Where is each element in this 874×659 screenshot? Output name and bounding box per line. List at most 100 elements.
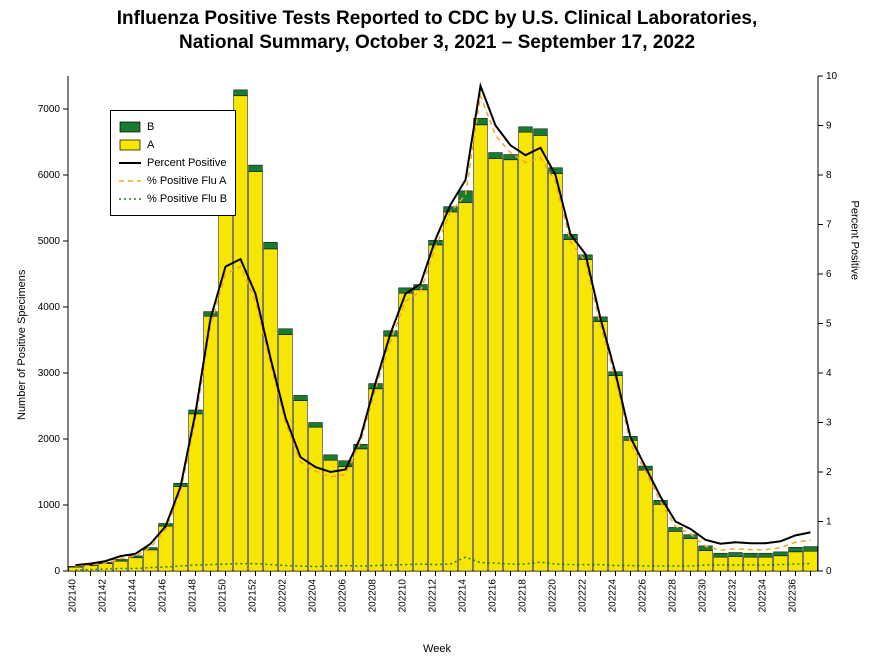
- bar-b: [294, 395, 308, 400]
- bar-a: [384, 336, 398, 571]
- svg-text:5000: 5000: [38, 236, 61, 247]
- svg-text:0: 0: [826, 566, 832, 577]
- bar-b: [759, 553, 773, 557]
- legend-item: % Positive Flu B: [119, 191, 227, 207]
- x-axis-label: Week: [0, 643, 874, 655]
- bar-b: [519, 127, 533, 132]
- bar-a: [339, 467, 353, 571]
- legend-item: B: [119, 119, 227, 135]
- legend-label: A: [147, 139, 154, 151]
- bar-b: [534, 129, 548, 136]
- svg-text:7000: 7000: [38, 104, 61, 115]
- svg-text:4: 4: [826, 368, 832, 379]
- bar-b: [489, 153, 503, 159]
- svg-text:4000: 4000: [38, 302, 61, 313]
- svg-text:3: 3: [826, 418, 832, 429]
- bar-a: [69, 567, 83, 571]
- bar-b: [789, 547, 803, 552]
- svg-text:202218: 202218: [518, 579, 529, 613]
- bar-a: [519, 132, 533, 571]
- svg-text:202232: 202232: [728, 579, 739, 613]
- bar-a: [309, 427, 323, 571]
- svg-text:5: 5: [826, 319, 832, 330]
- bar-a: [399, 293, 413, 571]
- svg-text:202212: 202212: [428, 579, 439, 613]
- chart-container: Influenza Positive Tests Reported to CDC…: [0, 0, 874, 659]
- bar-a: [564, 240, 578, 571]
- bar-a: [609, 376, 623, 571]
- svg-text:202224: 202224: [608, 579, 619, 613]
- svg-text:2: 2: [826, 467, 832, 478]
- svg-text:1: 1: [826, 517, 832, 528]
- svg-text:3000: 3000: [38, 368, 61, 379]
- svg-text:0: 0: [54, 566, 60, 577]
- svg-text:202202: 202202: [278, 579, 289, 613]
- bar-a: [774, 556, 788, 571]
- legend-label: B: [147, 121, 154, 133]
- svg-text:202214: 202214: [458, 579, 469, 613]
- bar-b: [309, 423, 323, 428]
- bar-a: [114, 561, 128, 571]
- bar-b: [684, 535, 698, 539]
- svg-text:202226: 202226: [638, 579, 649, 613]
- bar-b: [279, 329, 293, 335]
- legend-item: % Positive Flu A: [119, 173, 227, 189]
- svg-text:202234: 202234: [758, 579, 769, 613]
- bar-a: [714, 557, 728, 571]
- plot-svg: 0100020003000400050006000700001234567891…: [0, 0, 874, 659]
- svg-text:202222: 202222: [578, 579, 589, 613]
- svg-text:202148: 202148: [188, 579, 199, 613]
- y-axis-right-label: Percent Positive: [848, 201, 860, 280]
- svg-text:202228: 202228: [668, 579, 679, 613]
- bar-b: [804, 547, 818, 552]
- bar-a: [369, 389, 383, 571]
- bar-b: [714, 553, 728, 557]
- bar-a: [279, 335, 293, 571]
- chart-title-line1: Influenza Positive Tests Reported to CDC…: [0, 8, 874, 30]
- svg-text:202204: 202204: [308, 579, 319, 613]
- legend-item: Percent Positive: [119, 155, 227, 171]
- bar-b: [774, 552, 788, 556]
- svg-text:202142: 202142: [98, 579, 109, 613]
- svg-text:202210: 202210: [398, 579, 409, 613]
- bar-a: [249, 172, 263, 571]
- bar-a: [294, 401, 308, 571]
- bar-a: [474, 125, 488, 571]
- legend-label: % Positive Flu B: [147, 193, 227, 205]
- svg-text:202216: 202216: [488, 579, 499, 613]
- bar-a: [579, 259, 593, 571]
- svg-text:6000: 6000: [38, 170, 61, 181]
- bar-b: [504, 155, 518, 160]
- bar-b: [324, 455, 338, 460]
- bar-b: [234, 90, 248, 96]
- bar-b: [264, 242, 278, 249]
- svg-text:10: 10: [826, 71, 838, 82]
- svg-text:7: 7: [826, 220, 832, 231]
- bar-a: [459, 203, 473, 571]
- bar-b: [549, 168, 563, 174]
- bar-a: [654, 504, 668, 571]
- svg-text:202152: 202152: [248, 579, 259, 613]
- bar-b: [669, 527, 683, 531]
- svg-text:202146: 202146: [158, 579, 169, 613]
- chart-title-line2: National Summary, October 3, 2021 – Sept…: [0, 32, 874, 54]
- y-axis-left-label: Number of Positive Specimens: [16, 270, 28, 420]
- bar-a: [549, 174, 563, 571]
- svg-text:202206: 202206: [338, 579, 349, 613]
- bar-b: [744, 553, 758, 557]
- bar-a: [414, 290, 428, 571]
- bar-a: [744, 557, 758, 571]
- bar-a: [729, 556, 743, 571]
- svg-text:2000: 2000: [38, 434, 61, 445]
- svg-text:202150: 202150: [218, 579, 229, 613]
- bar-a: [354, 449, 368, 571]
- svg-text:202236: 202236: [788, 579, 799, 613]
- bar-b: [339, 461, 353, 467]
- svg-text:202208: 202208: [368, 579, 379, 613]
- bar-a: [489, 159, 503, 572]
- bar-a: [639, 470, 653, 571]
- bar-a: [534, 135, 548, 571]
- bar-b: [249, 165, 263, 172]
- bar-a: [684, 539, 698, 571]
- svg-text:6: 6: [826, 269, 832, 280]
